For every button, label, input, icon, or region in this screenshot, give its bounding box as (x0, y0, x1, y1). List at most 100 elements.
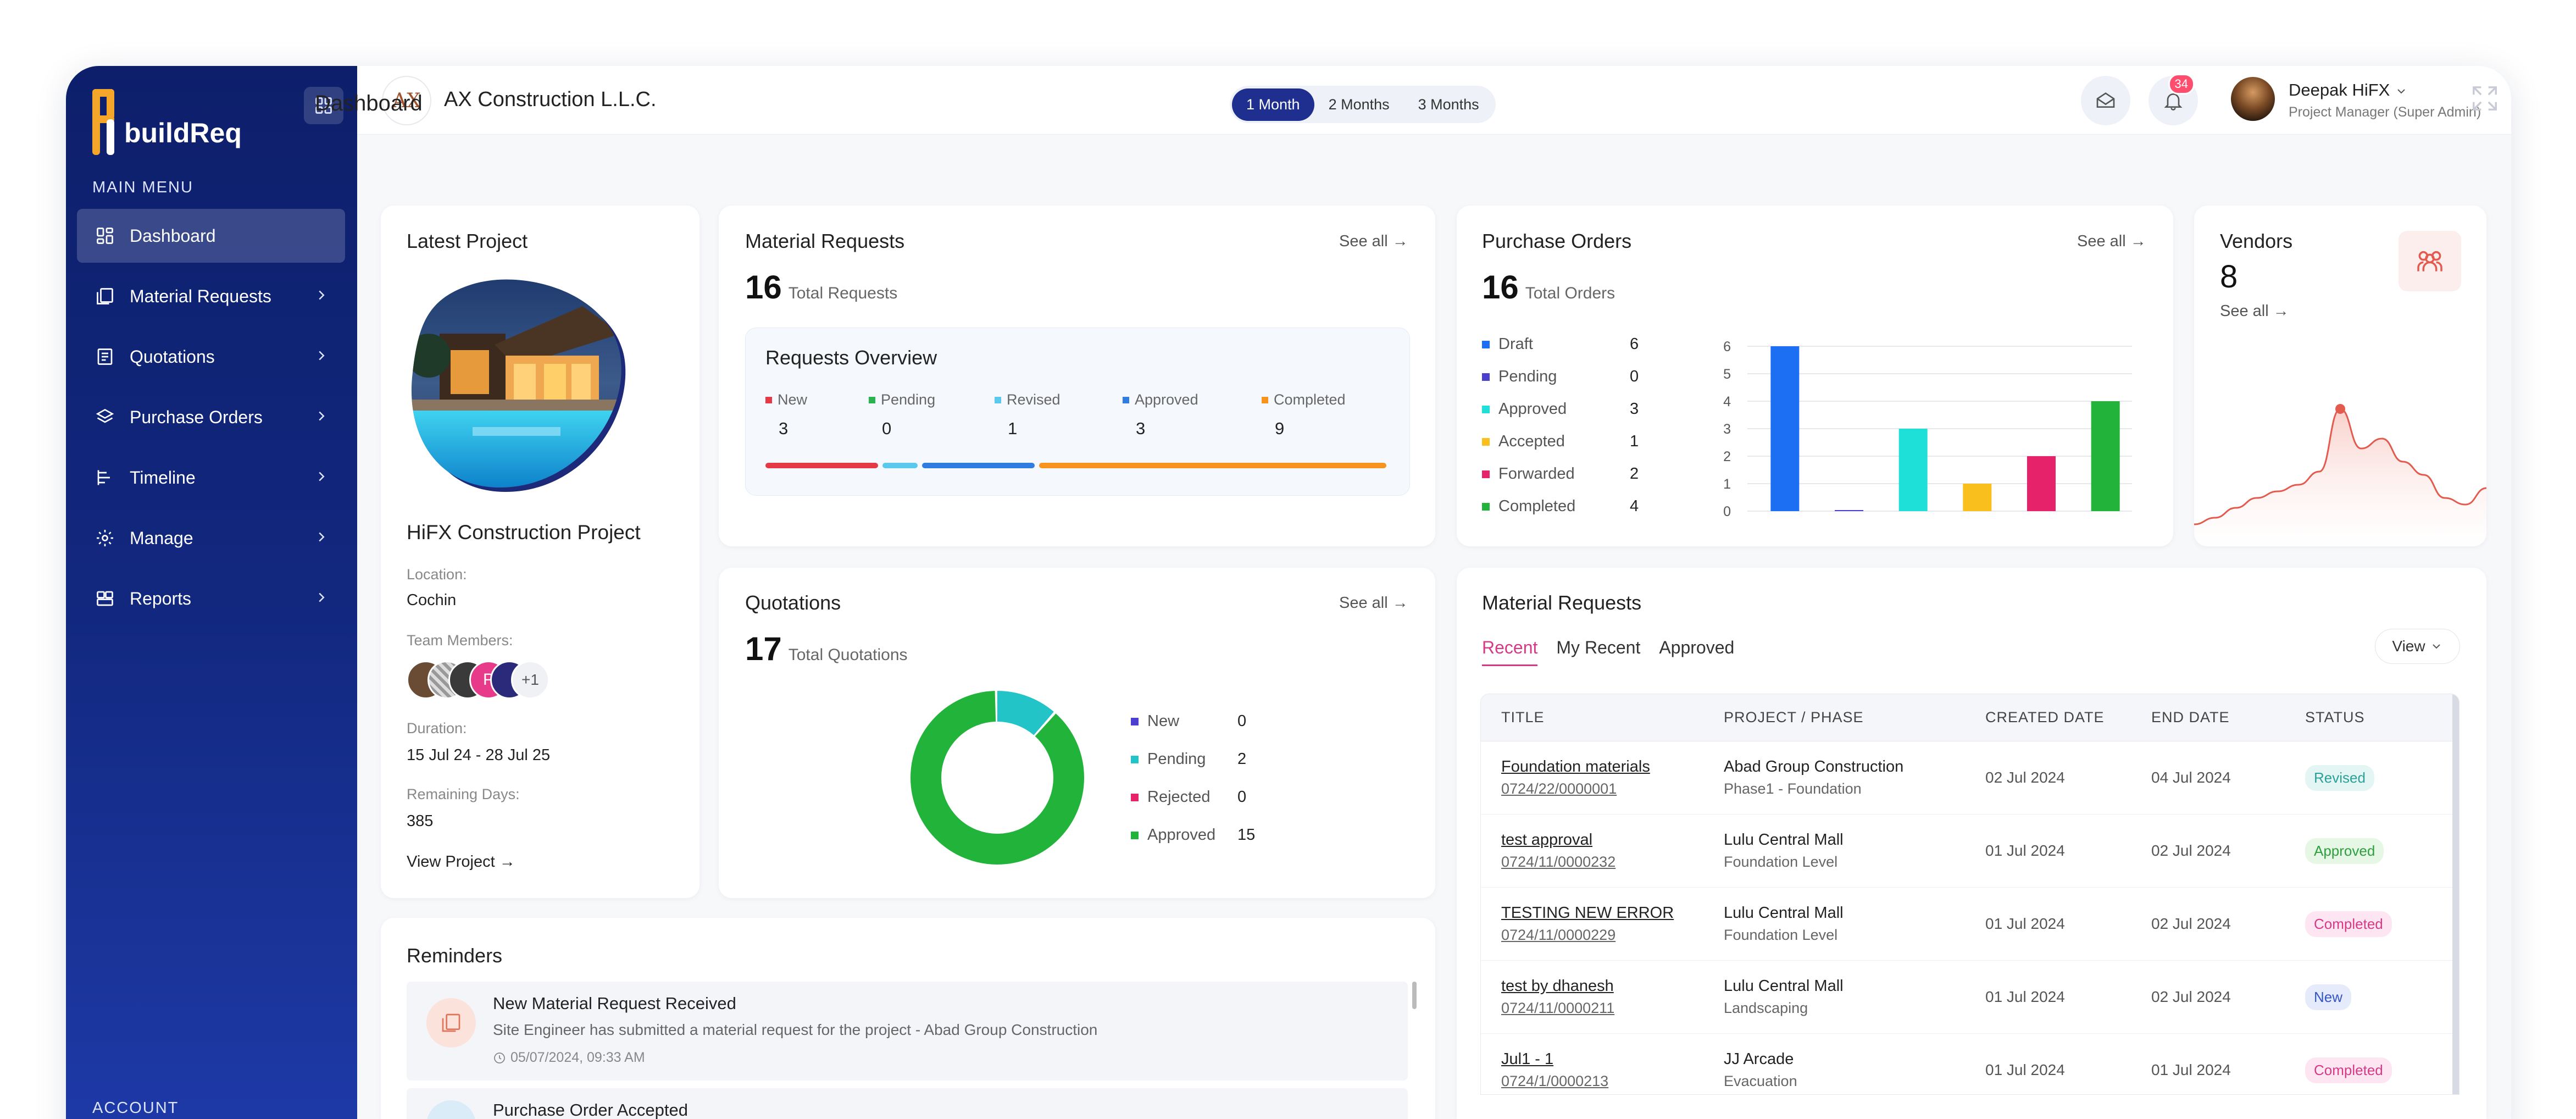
cell-title: Foundation materials 0724/22/0000001 (1481, 758, 1718, 797)
location-label: Location: (407, 566, 467, 583)
messages-button[interactable] (2081, 76, 2130, 125)
reminder-item[interactable]: New Material Request Received Site Engin… (407, 982, 1408, 1081)
sidebar-item-label: Material Requests (130, 286, 271, 306)
team-more-count: +1 (511, 661, 549, 699)
column-header-status[interactable]: STATUS (2305, 709, 2365, 725)
stat-label: Revised (995, 391, 1061, 408)
stat-label-text: Completed (1274, 391, 1346, 408)
total-orders-count: 16 (1482, 269, 1519, 306)
mr-table-tabs: Recent My Recent Approved (1482, 638, 1753, 666)
table-row[interactable]: TESTING NEW ERROR 0724/11/0000229 Lulu Cen… (1481, 888, 2459, 961)
duration-value: 15 Jul 24 - 28 Jul 25 (407, 746, 551, 764)
stat-label: Completed (1262, 391, 1346, 408)
y-tick-label: 6 (1723, 339, 1731, 354)
phase-name: Evacuation (1724, 1073, 1797, 1089)
table-row[interactable]: Foundation materials 0724/22/0000001 Abad … (1481, 741, 2459, 815)
sidebar-item-label: Manage (130, 528, 193, 548)
vendors-see-all[interactable]: See all → (2220, 302, 2289, 320)
reminder-title: Purchase Order Accepted (493, 1100, 688, 1119)
request-code-link[interactable]: 0724/11/0000232 (1501, 854, 1616, 870)
sidebar-item-reports[interactable]: Reports (77, 572, 345, 625)
request-code-link[interactable]: 0724/11/0000211 (1501, 1000, 1615, 1016)
legend-label: Approved (1147, 826, 1216, 844)
progress-segment (882, 463, 918, 468)
legend-label: Draft (1498, 335, 1533, 353)
sidebar-toggle-button[interactable] (304, 87, 343, 124)
table-row[interactable]: test by dhanesh 0724/11/0000211 Lulu Centr… (1481, 961, 2459, 1034)
sidebar-item-label: Dashboard (130, 225, 216, 246)
sidebar-item-manage[interactable]: Manage (77, 511, 345, 565)
status-badge: Approved (2305, 838, 2384, 864)
y-tick-label: 1 (1723, 477, 1731, 492)
column-header-created[interactable]: CREATED DATE (1985, 709, 2105, 725)
total-orders-label: Total Orders (1525, 284, 1615, 302)
reminder-description: Site Engineer has submitted a material r… (493, 1021, 1098, 1038)
y-tick-label: 3 (1723, 422, 1731, 437)
cell-status: New (2300, 984, 2453, 1010)
created-date: 01 Jul 2024 (1985, 988, 2065, 1005)
legend-item: Pending (1482, 368, 1557, 386)
request-title-link[interactable]: test by dhanesh (1501, 977, 1614, 995)
tab-recent[interactable]: Recent (1482, 638, 1538, 666)
legend-swatch (765, 396, 772, 403)
y-tick-label: 0 (1723, 504, 1731, 519)
table-scrollbar[interactable] (2452, 694, 2459, 1094)
legend-value: 3 (1630, 400, 1639, 418)
legend-swatch (1123, 396, 1129, 403)
bell-icon (2164, 93, 2183, 110)
fullscreen-button[interactable] (2470, 84, 2500, 116)
stat-label-text: New (778, 391, 808, 408)
request-code-link[interactable]: 0724/1/0000213 (1501, 1073, 1609, 1089)
table-row[interactable]: Jul1 - 1 0724/1/0000213 JJ Arcade Evacuatio… (1481, 1034, 2459, 1094)
request-title-link[interactable]: TESTING NEW ERROR (1501, 904, 1674, 922)
vendors-count: 8 (2220, 259, 2238, 295)
vendors-trend-chart (2194, 404, 2486, 546)
notifications-button[interactable]: 34 (2148, 74, 2198, 125)
material-requests-see-all[interactable]: See all → (1339, 232, 1408, 250)
user-menu[interactable]: Deepak HiFX (2289, 80, 2408, 100)
request-code-link[interactable]: 0724/11/0000229 (1501, 927, 1616, 943)
mr-table-title: Material Requests (1482, 591, 1642, 614)
end-date: 01 Jul 2024 (2151, 1061, 2231, 1078)
company-logo[interactable]: AX (382, 76, 431, 125)
team-avatars[interactable]: P +1 (407, 661, 560, 701)
bar (1898, 429, 1928, 511)
remaining-value: 385 (407, 812, 434, 830)
view-project-link[interactable]: View Project → (407, 853, 515, 871)
tab-my-recent[interactable]: My Recent (1556, 638, 1641, 657)
request-title-link[interactable]: test approval (1501, 831, 1593, 849)
sidebar-item-material-requests[interactable]: Material Requests (77, 269, 345, 323)
reminders-scrollbar[interactable] (1412, 982, 1417, 1009)
tab-approved[interactable]: Approved (1659, 638, 1735, 657)
quotations-see-all[interactable]: See all → (1339, 594, 1408, 612)
cell-status: Approved (2300, 838, 2453, 864)
purchase-orders-see-all[interactable]: See all → (2077, 232, 2146, 250)
request-title-link[interactable]: Jul1 - 1 (1501, 1050, 1554, 1068)
column-header-project[interactable]: PROJECT / PHASE (1724, 709, 1864, 725)
range-1-month[interactable]: 1 Month (1232, 88, 1314, 121)
view-dropdown[interactable]: View (2375, 629, 2460, 664)
y-tick-label: 4 (1723, 394, 1731, 409)
avatar[interactable] (2231, 77, 2275, 121)
legend-value: 2 (1237, 750, 1247, 768)
brand-logo[interactable]: buildReq (92, 89, 242, 155)
project-name: Lulu Central Mall (1724, 904, 1844, 922)
request-title-link[interactable]: Foundation materials (1501, 758, 1650, 775)
y-tick-label: 2 (1723, 449, 1731, 464)
range-3-months[interactable]: 3 Months (1418, 96, 1479, 113)
sidebar-item-timeline[interactable]: Timeline (77, 451, 345, 505)
legend-value: 0 (1630, 368, 1639, 385)
request-code-link[interactable]: 0724/22/0000001 (1501, 780, 1617, 797)
quotations-donut-chart (911, 691, 1084, 865)
end-date: 02 Jul 2024 (2151, 988, 2231, 1005)
sidebar-item-dashboard[interactable]: Dashboard (77, 209, 345, 263)
sidebar-item-purchase-orders[interactable]: Purchase Orders (77, 390, 345, 444)
legend-value: 4 (1630, 497, 1639, 515)
table-row[interactable]: test approval 0724/11/0000232 Lulu Central… (1481, 815, 2459, 888)
range-2-months[interactable]: 2 Months (1328, 96, 1390, 113)
legend-label: Completed (1498, 497, 1576, 515)
sidebar-item-quotations[interactable]: Quotations (77, 330, 345, 384)
column-header-title[interactable]: TITLE (1501, 709, 1545, 725)
reminder-item[interactable]: Purchase Order Accepted (407, 1088, 1408, 1119)
column-header-end[interactable]: END DATE (2151, 709, 2230, 725)
